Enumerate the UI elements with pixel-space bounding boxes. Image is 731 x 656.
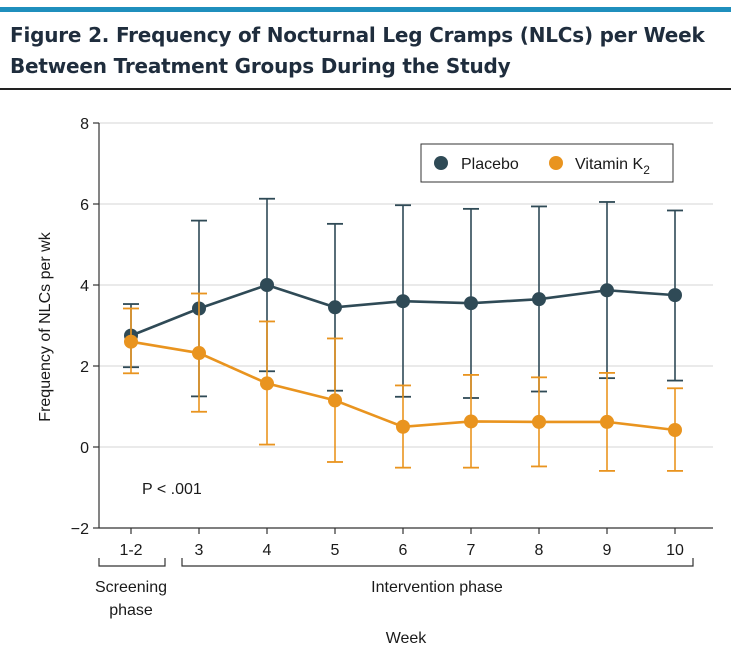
data-point [600, 414, 614, 429]
screening-phase-label-1: Screening [95, 579, 167, 596]
x-tick-label: 3 [195, 542, 204, 559]
x-tick-label: 1-2 [119, 542, 142, 559]
y-tick-label: 8 [80, 116, 89, 133]
x-tick-label: 7 [467, 542, 476, 559]
series-placebo [123, 197, 683, 399]
x-tick-label: 5 [331, 542, 340, 559]
data-point [668, 288, 682, 303]
data-point [260, 376, 274, 391]
y-tick-label: 4 [80, 278, 89, 295]
legend-box [420, 143, 674, 183]
top-accent-bar [0, 7, 731, 12]
data-point [396, 419, 410, 434]
data-point [668, 422, 682, 437]
series-layer [123, 197, 683, 472]
data-point [600, 283, 614, 298]
axes: −2 0 2 4 6 8 1-2 3 4 5 6 7 8 9 10 [71, 116, 713, 559]
data-point [328, 300, 342, 315]
data-point [532, 292, 546, 307]
screening-phase-label-2: phase [109, 602, 153, 619]
data-point [328, 393, 342, 408]
x-axis-label: Week [386, 630, 428, 647]
data-point [464, 414, 478, 429]
legend-label-vitamin-k2-subscript: 2 [643, 163, 650, 177]
legend-label-vitamin-k2: Vitamin K2 [575, 156, 650, 177]
data-point [396, 294, 410, 309]
intervention-phase-label: Intervention phase [371, 579, 503, 596]
data-point [464, 296, 478, 311]
figure-title-line-2: Between Treatment Groups During the Stud… [10, 54, 511, 78]
legend-marker-vitamin-k2 [549, 156, 563, 170]
x-tick-label: 6 [399, 542, 408, 559]
p-value-annotation: P < .001 [142, 481, 202, 498]
y-tick-label: 2 [80, 359, 89, 376]
y-tick-label: 6 [80, 197, 89, 214]
screening-bracket [98, 558, 166, 567]
figure-title: Figure 2. Frequency of Nocturnal Leg Cra… [10, 20, 710, 82]
y-axis-label: Frequency of NLCs per wk [37, 231, 54, 421]
x-tick-label: 8 [535, 542, 544, 559]
legend: Placebo Vitamin K2 [420, 143, 674, 183]
legend-marker-placebo [434, 156, 448, 170]
title-divider [0, 88, 731, 90]
intervention-bracket [181, 558, 694, 567]
legend-label-placebo: Placebo [461, 156, 519, 173]
phase-brackets: Screening phase Intervention phase [95, 558, 694, 619]
x-tick-label: 9 [603, 542, 612, 559]
legend-label-vitamin-k2-main: Vitamin K [575, 156, 644, 173]
data-point [260, 278, 274, 292]
x-tick-label: 10 [666, 542, 684, 559]
data-point [532, 414, 546, 429]
x-tick-label: 4 [263, 542, 272, 559]
y-tick-label: −2 [71, 521, 89, 538]
y-tick-label: 0 [80, 440, 89, 457]
gridlines [99, 122, 713, 529]
data-point [124, 334, 138, 349]
data-point [192, 346, 206, 361]
figure-title-line-1: Figure 2. Frequency of Nocturnal Leg Cra… [10, 23, 705, 47]
series-vitamin-k [123, 292, 683, 472]
